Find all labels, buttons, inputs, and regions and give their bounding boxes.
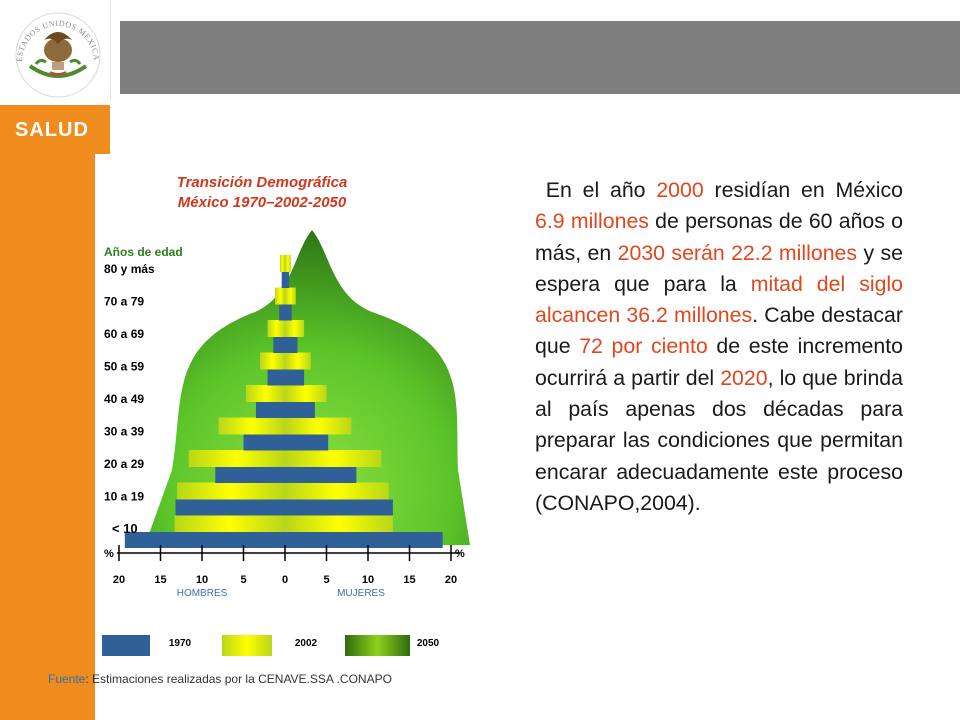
highlight-text: 2030 serán 22.2 millones: [617, 240, 858, 265]
bar-1970-hombres-6: [273, 337, 285, 353]
bar-2002-mujeres-0: [285, 515, 393, 532]
bar-2002-mujeres-1: [285, 482, 389, 500]
chart-legend: 1970 2002 2050: [102, 635, 440, 656]
age-label-1: 10 a 19: [104, 490, 144, 504]
bar-1970-mujeres-8: [285, 272, 290, 288]
paragraph-text: de este incremento ocurrirá a partir del: [535, 334, 904, 390]
paragraph-text: de personas de 60 años o más, en: [535, 209, 903, 265]
pyramid-bars: [124, 255, 443, 548]
x-tick-label-3: 5: [240, 574, 246, 586]
paragraph-text: En el año: [545, 178, 657, 202]
legend-label-2002: 2002: [295, 638, 318, 649]
highlight-text: 2020: [720, 365, 768, 390]
bar-1970-mujeres-0: [285, 532, 443, 548]
paragraph-text: , lo que brinda al país apenas dos décad…: [535, 365, 903, 515]
bar-1970-mujeres-7: [285, 304, 292, 321]
x-tick-label-0: 20: [113, 574, 125, 586]
mexico-seal-icon: ESTADOS UNIDOS MEXICANOS: [0, 0, 101, 98]
x-tick-label-4: 0: [282, 574, 288, 586]
logo-box: ESTADOS UNIDOS MEXICANOS: [0, 0, 111, 100]
bar-2002-hombres-6: [267, 320, 285, 337]
x-tick-label-2: 10: [196, 574, 208, 586]
age-label-4: 40 a 49: [104, 392, 144, 406]
bar-2002-mujeres-2: [285, 450, 382, 467]
bar-2002-mujeres-4: [285, 385, 327, 402]
bar-2002-hombres-8: [280, 255, 285, 272]
bar-2002-hombres-4: [245, 385, 285, 402]
x-tick-label-5: 5: [323, 574, 329, 586]
highlight-text: 2000: [656, 178, 704, 202]
bar-2002-mujeres-7: [285, 287, 296, 305]
bar-1970-hombres-7: [279, 304, 285, 321]
bar-2002-mujeres-8: [285, 255, 291, 272]
legend-swatch-2050: [345, 635, 410, 656]
x-tick-label-8: 20: [445, 574, 457, 586]
age-label-7: 70 a 79: [104, 295, 144, 309]
bar-2002-mujeres-5: [285, 352, 311, 370]
legend-label-2050: 2050: [417, 638, 440, 649]
age-label-3: 30 a 39: [104, 425, 144, 439]
bar-1970-mujeres-6: [285, 337, 298, 353]
chart-title-line2: México 1970–2002-2050: [178, 194, 347, 211]
paragraph-text: . Cabe destacar que: [535, 303, 903, 359]
bar-2002-mujeres-3: [285, 417, 352, 435]
orange-sidebar: [0, 152, 95, 720]
bar-2002-mujeres-6: [285, 320, 305, 337]
x-tick-label-6: 10: [362, 574, 374, 586]
section-label: SALUD: [15, 119, 89, 141]
highlight-text: 6.9 millones: [535, 209, 649, 234]
bar-2002-hombres-3: [218, 417, 285, 435]
bar-1970-hombres-8: [281, 272, 285, 288]
bar-2002-hombres-1: [177, 482, 285, 500]
highlight-text: mitad del siglo alcancen 36.2 millones: [535, 271, 903, 328]
age-label-6: 60 a 69: [104, 327, 144, 341]
bar-1970-mujeres-1: [285, 499, 393, 516]
bar-1970-hombres-0: [124, 532, 285, 548]
bar-1970-mujeres-2: [285, 467, 357, 483]
hombres-label: HOMBRES: [177, 588, 228, 599]
age-label-5: 50 a 59: [104, 360, 144, 374]
legend-label-1970: 1970: [169, 638, 192, 649]
bar-1970-hombres-1: [175, 499, 285, 516]
bar-2002-hombres-5: [260, 352, 285, 370]
bar-1970-mujeres-5: [285, 369, 305, 386]
paragraph-text: y se espera que para la: [535, 240, 903, 296]
bar-2002-hombres-2: [188, 450, 285, 467]
section-bar: SALUD: [0, 103, 110, 154]
legend-swatch-1970: [102, 635, 150, 656]
bar-1970-hombres-5: [267, 369, 285, 386]
age-label-0: < 10: [112, 521, 138, 536]
source-label: Fuente: [48, 672, 86, 686]
age-label-8: 80 y más: [104, 262, 155, 276]
paragraph-text: residían en México: [703, 178, 904, 202]
bar-1970-hombres-4: [255, 402, 285, 418]
highlight-text: 72 por ciento: [579, 334, 708, 359]
source-note: Fuente: Estimaciones realizadas por la C…: [48, 672, 392, 686]
x-tick-label-1: 15: [154, 574, 166, 586]
bar-2002-hombres-0: [174, 515, 285, 532]
x-unit-right: %: [455, 548, 465, 560]
age-axis-label: Años de edad: [104, 245, 183, 259]
x-unit-left: %: [104, 548, 114, 560]
bar-1970-hombres-3: [243, 434, 285, 451]
legend-swatch-2002: [222, 635, 272, 656]
bar-1970-mujeres-3: [285, 434, 329, 451]
mujeres-label: MUJERES: [337, 588, 385, 599]
x-axis: 20 15 10 5 0 5 10 15 20 % % HOMBRES MUJERES: [104, 545, 465, 599]
age-labels: < 10 10 a 19 20 a 29 30 a 39 40 a 49 50 a 59 6…: [104, 262, 155, 536]
x-tick-label-7: 15: [403, 574, 415, 586]
bar-1970-hombres-2: [215, 467, 285, 483]
bar-1970-mujeres-4: [285, 402, 315, 418]
age-label-2: 20 a 29: [104, 457, 144, 471]
description-paragraph: En el año 2000 residían en México 6.9 mi…: [535, 175, 903, 519]
header-band: [120, 21, 960, 94]
chart-title-line1: Transición Demográfica: [177, 174, 348, 191]
bar-2002-hombres-7: [275, 287, 285, 305]
source-text: : Estimaciones realizadas por la CENAVE.…: [85, 672, 392, 686]
